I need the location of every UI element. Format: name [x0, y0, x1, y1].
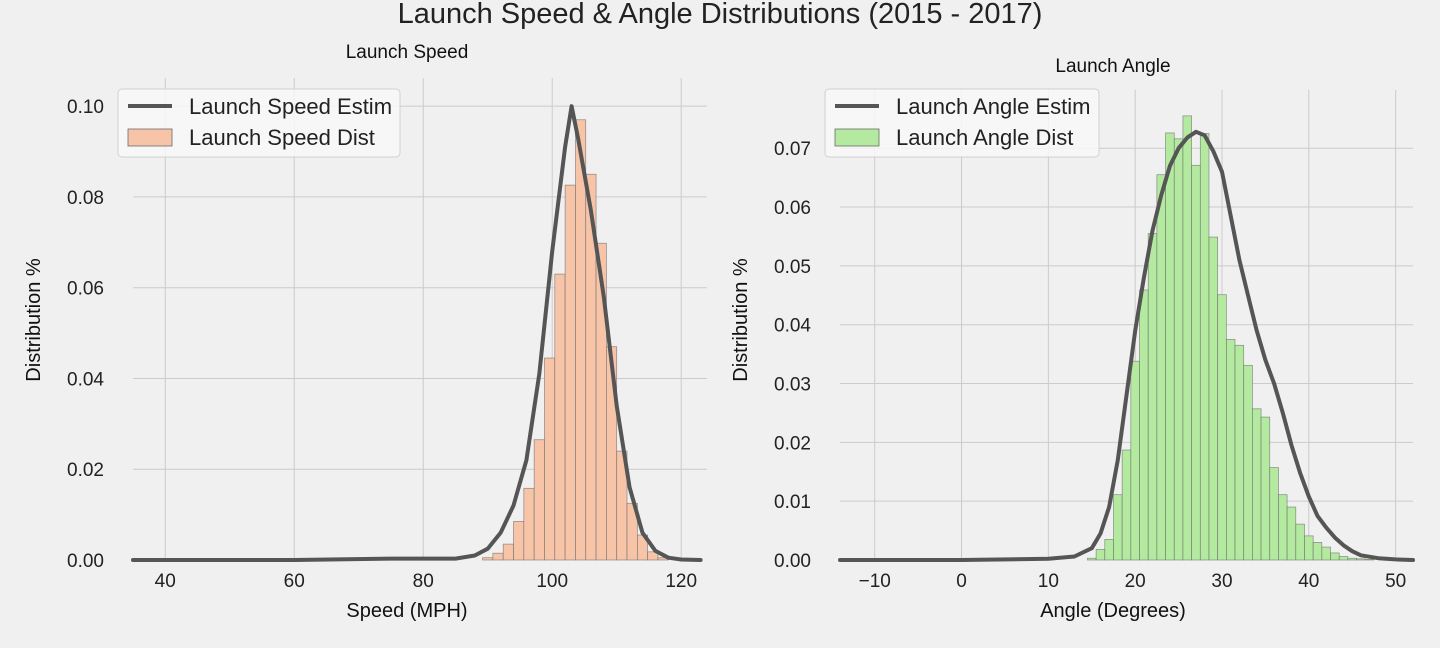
histogram-bar: [1321, 546, 1331, 561]
histogram-bar: [1217, 294, 1227, 561]
histogram-bar: [1182, 115, 1192, 561]
y-tick-label: 0.00: [774, 551, 811, 572]
x-tick-label: 50: [1385, 571, 1406, 592]
histogram-bar: [1199, 133, 1210, 561]
y-tick-label: 0.06: [774, 198, 811, 219]
histogram-bar: [1286, 506, 1297, 561]
y-axis-label: Distribution %: [23, 258, 45, 382]
grid-lines: [133, 78, 707, 560]
x-tick-label: 20: [1125, 571, 1146, 592]
y-axis-label: Distribution %: [730, 258, 752, 382]
launch-speed-chart: 40 60 80 100 120 0.00 0.02 0.04 0.06 0.08 0.10 Laun…: [23, 42, 707, 622]
histogram-bar: [1234, 344, 1245, 561]
histogram-bar: [1304, 535, 1314, 561]
histogram-bar: [1087, 557, 1097, 561]
histogram-bar: [1364, 559, 1375, 561]
y-tick-label: 0.04: [67, 369, 104, 390]
x-tick-label: 10: [1038, 571, 1059, 592]
kde-line: [131, 104, 703, 562]
histogram-bar: [502, 543, 514, 561]
histogram-bar: [1330, 552, 1340, 561]
y-tick-label: 0.07: [774, 139, 811, 160]
y-tick-label: 0.10: [67, 97, 104, 118]
histogram-bar: [523, 487, 535, 561]
histogram-bar: [1156, 174, 1166, 561]
y-tick-label: 0.00: [67, 551, 104, 572]
x-tick-label: 30: [1211, 571, 1232, 592]
legend-label-estim: Launch Speed Estim: [189, 94, 392, 119]
x-tick-label: 0: [956, 571, 967, 592]
legend-label-estim: Launch Angle Estim: [896, 94, 1090, 119]
histogram-bar: [564, 184, 576, 561]
histogram-bar: [482, 557, 494, 561]
histogram-bar: [1208, 236, 1219, 561]
histogram-bar: [1121, 449, 1132, 561]
histogram-bar: [1130, 360, 1140, 561]
legend-swatch-bar: [834, 128, 880, 147]
histogram-bar: [1165, 132, 1175, 561]
histogram-bar: [1173, 138, 1184, 561]
legend: Launch Speed Estim Launch Speed Dist: [117, 88, 401, 158]
histogram-bar: [1356, 558, 1366, 561]
histogram-bar: [1191, 164, 1201, 561]
y-tick-label: 0.01: [774, 492, 811, 513]
legend-box: [824, 88, 1100, 158]
x-tick-label: −10: [859, 571, 891, 592]
x-axis-label: Angle (Degrees): [1040, 600, 1186, 622]
histogram-bar: [1104, 539, 1114, 561]
histogram-bar: [1295, 523, 1305, 561]
x-tick-label: 60: [284, 571, 305, 592]
histogram-bar: [647, 551, 659, 561]
histogram-bar: [1243, 364, 1253, 561]
histogram-bar: [575, 119, 587, 561]
chart-title: Launch Speed: [346, 42, 469, 63]
x-axis-label: Speed (MPH): [346, 600, 467, 622]
histogram-bar: [1252, 408, 1262, 561]
y-tick-label: 0.08: [67, 188, 104, 209]
histogram-bar: [1260, 416, 1271, 561]
x-tick-label: 40: [1298, 571, 1319, 592]
x-tick-label: 100: [536, 571, 568, 592]
histogram-bar: [513, 521, 525, 561]
y-tick-label: 0.06: [67, 279, 104, 300]
y-tick-label: 0.03: [774, 375, 811, 396]
legend: Launch Angle Estim Launch Angle Dist: [824, 88, 1100, 158]
histogram-bar: [1312, 542, 1323, 561]
histogram-bar: [544, 357, 556, 561]
histogram-bar: [533, 439, 545, 561]
legend-label-dist: Launch Angle Dist: [896, 125, 1073, 150]
legend-swatch-bar: [127, 128, 173, 147]
histogram-bars: [1087, 115, 1375, 561]
histogram-bar: [554, 273, 566, 561]
figure-title: Launch Speed & Angle Distributions (2015…: [397, 0, 1043, 30]
y-tick-label: 0.04: [774, 316, 811, 337]
x-tick-label: 40: [155, 571, 176, 592]
histogram-bars: [482, 119, 669, 561]
histogram-bar: [1347, 557, 1357, 561]
histogram-bar: [1113, 494, 1123, 561]
histogram-bar: [1278, 494, 1288, 561]
y-tick-label: 0.02: [67, 460, 104, 481]
x-tick-label: 120: [665, 571, 697, 592]
grid-lines: [840, 90, 1413, 560]
launch-angle-chart: −10 0 10 20 30 40 50 0.00 0.01 0.02 0.03 0.04 0.05 0.…: [730, 56, 1415, 622]
histogram-bar: [1269, 467, 1279, 561]
histogram-bar: [1338, 556, 1349, 561]
y-tick-label: 0.02: [774, 433, 811, 454]
legend-label-dist: Launch Speed Dist: [189, 125, 375, 150]
legend-box: [117, 88, 401, 158]
histogram-bar: [1225, 339, 1236, 561]
x-tick-label: 80: [413, 571, 434, 592]
chart-title: Launch Angle: [1055, 56, 1170, 77]
histogram-bar: [492, 552, 504, 561]
kde-line: [838, 129, 1415, 562]
y-tick-label: 0.05: [774, 257, 811, 278]
histogram-bar: [1147, 233, 1158, 561]
histogram-bar: [1095, 549, 1106, 561]
histogram-bar: [1139, 289, 1149, 561]
